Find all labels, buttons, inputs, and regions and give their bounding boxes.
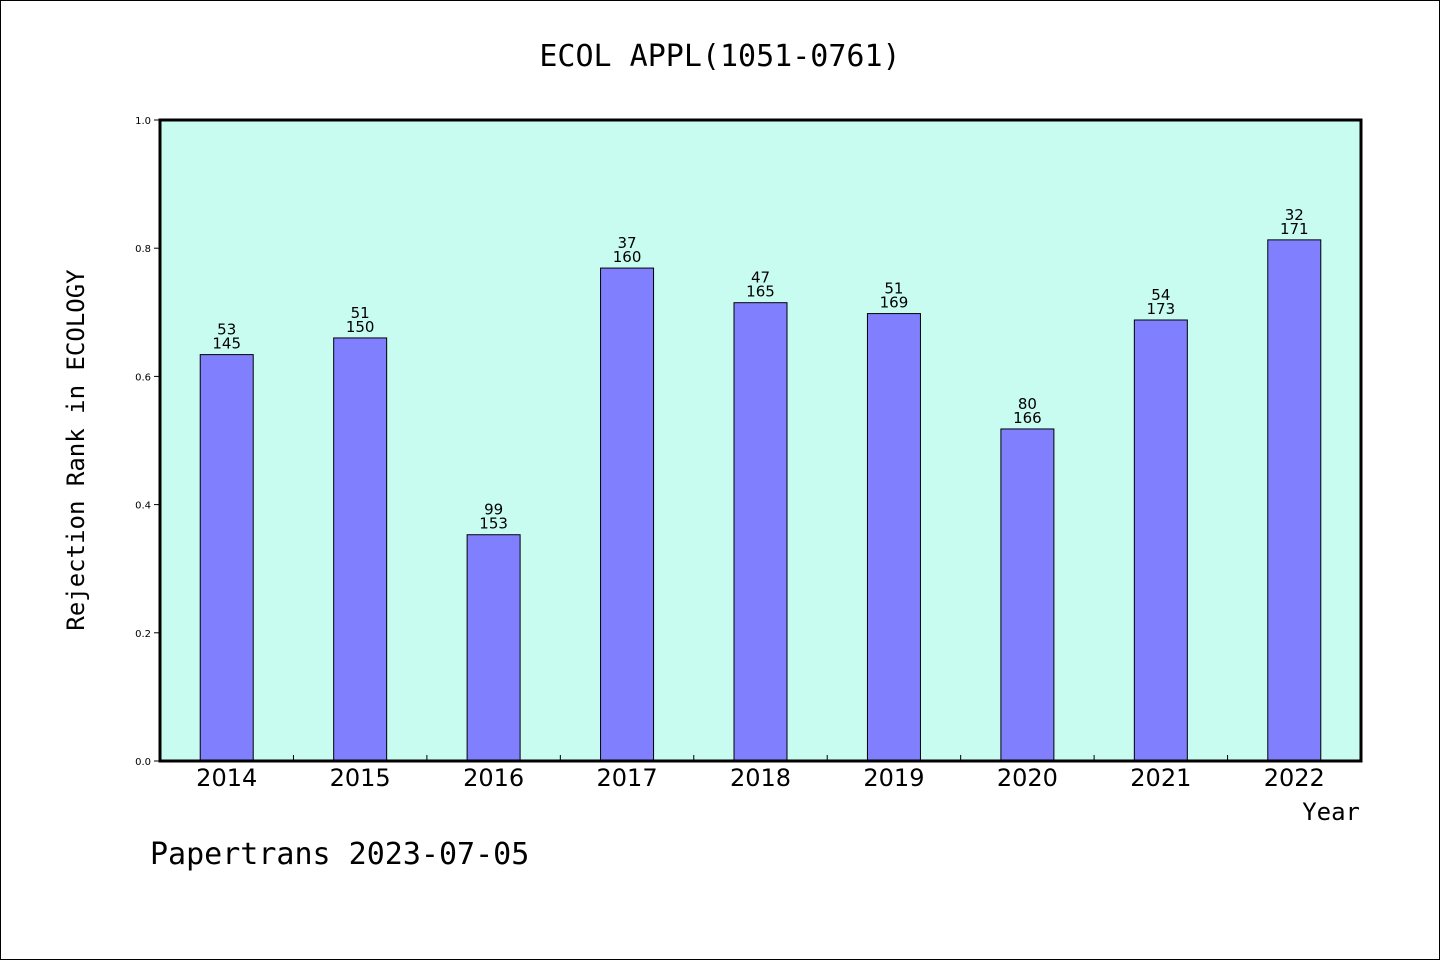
y-tick-label: 0.4 xyxy=(135,501,151,512)
y-tick-label: 1.0 xyxy=(135,116,151,127)
plot-border xyxy=(158,118,1363,763)
x-tick-label: 2022 xyxy=(1264,764,1325,792)
bar-label-bottom: 166 xyxy=(1013,409,1042,427)
bar xyxy=(1133,319,1188,762)
bar-label-top: 51 xyxy=(351,304,370,322)
x-tick-label: 2018 xyxy=(730,764,791,792)
bar-label-bottom: 169 xyxy=(880,294,909,312)
chart-title: ECOL APPL(1051-0761) xyxy=(539,39,900,74)
bar xyxy=(866,313,921,762)
y-axis-label: Rejection Rank in ECOLOGY xyxy=(62,269,90,631)
x-tick-label: 2019 xyxy=(863,764,924,792)
bar xyxy=(466,534,521,762)
bar-label-top: 37 xyxy=(618,234,637,252)
bar xyxy=(199,354,254,762)
bar-label-top: 47 xyxy=(751,269,770,287)
y-tick-label: 0.2 xyxy=(135,629,151,640)
bar xyxy=(1267,239,1322,762)
bar-label-top: 53 xyxy=(217,321,236,339)
bar-label-top: 51 xyxy=(884,280,903,298)
bar xyxy=(600,267,655,762)
y-tick-label: 0.0 xyxy=(135,757,151,768)
x-axis-label: Year xyxy=(1302,798,1360,826)
bar-label-bottom: 171 xyxy=(1280,220,1309,238)
bar-label-top: 80 xyxy=(1018,395,1037,413)
bar xyxy=(333,337,388,762)
bar-label-bottom: 173 xyxy=(1147,300,1176,318)
bar xyxy=(1000,428,1055,762)
x-tick-label: 2021 xyxy=(1130,764,1191,792)
bar-label-top: 54 xyxy=(1151,286,1170,304)
y-axis: 0.0 0.2 0.4 0.6 0.8 1.0 xyxy=(135,116,160,768)
x-tick-label: 2020 xyxy=(997,764,1058,792)
y-tick-label: 0.8 xyxy=(135,244,151,255)
bar-label-top: 99 xyxy=(484,501,503,519)
x-tick-label: 2014 xyxy=(196,764,257,792)
bar-label-bottom: 153 xyxy=(479,515,508,533)
x-axis: 2014 2015 2016 2017 2018 2019 2020 2021 2022 xyxy=(196,755,1325,792)
bar-label-bottom: 160 xyxy=(613,248,642,266)
credit-text: Papertrans 2023-07-05 xyxy=(150,837,529,872)
bar xyxy=(733,302,788,762)
x-tick-label: 2016 xyxy=(463,764,524,792)
x-tick-label: 2015 xyxy=(330,764,391,792)
bar-label-bottom: 150 xyxy=(346,318,375,336)
bar-label-bottom: 145 xyxy=(212,335,241,353)
x-tick-label: 2017 xyxy=(597,764,658,792)
bar-label-bottom: 165 xyxy=(746,283,775,301)
y-tick-label: 0.6 xyxy=(135,372,151,383)
bar-label-top: 32 xyxy=(1285,206,1304,224)
